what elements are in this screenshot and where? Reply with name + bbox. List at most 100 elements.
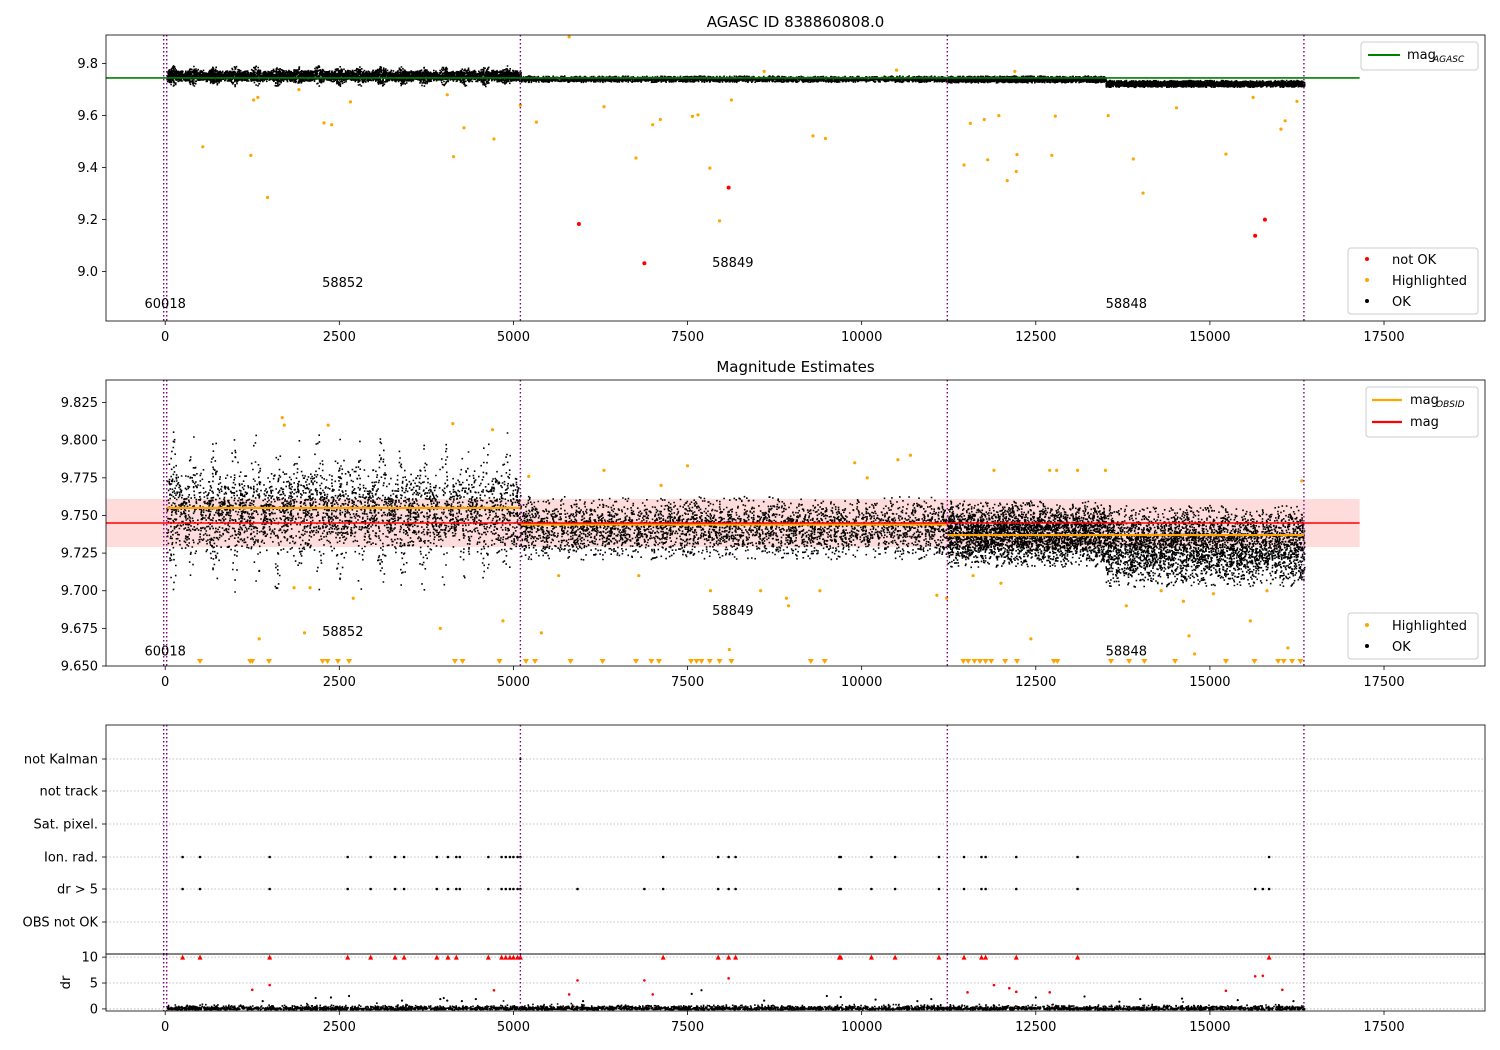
highlighted-point [292, 586, 296, 590]
dr-point [930, 997, 933, 1001]
highlighted-offscale-marker [688, 659, 695, 664]
dr5-flag-point [1076, 887, 1079, 891]
ion-rad-flag-point [487, 855, 490, 859]
dr5-flag-point [661, 887, 665, 891]
dr-clipped-marker [485, 954, 491, 960]
dr-clipped-marker [345, 954, 351, 960]
highlighted-point [992, 468, 996, 472]
ion-rad-flag-point [198, 855, 202, 859]
dr-clipped-marker [983, 954, 989, 960]
panel-flags: not Kalman not track Sat. pixel. Ion. rad. d… [23, 724, 1486, 955]
ion-rad-flag-point [504, 855, 508, 859]
highlighted-point [567, 35, 571, 39]
highlighted-point [1141, 191, 1145, 195]
highlighted-offscale-marker [982, 659, 989, 664]
not-ok-point [576, 222, 581, 227]
dr-point [1236, 999, 1239, 1002]
dr5-flag-point [512, 887, 515, 891]
legend-marker [1365, 278, 1369, 282]
obsid-label: 58852 [322, 276, 363, 291]
dr-point [1034, 996, 1037, 999]
legend-label: Highlighted [1392, 619, 1467, 634]
highlighted-point [908, 453, 913, 457]
highlighted-offscale-marker [988, 659, 995, 664]
y-tick-label: 9.650 [61, 660, 98, 675]
dr-clipped-marker [368, 954, 374, 960]
x-tick-label: 12500 [1015, 330, 1056, 345]
highlighted-point [282, 423, 286, 427]
flag-row-label: not track [39, 785, 98, 800]
y-tick-label: 9.775 [61, 471, 98, 486]
highlighted-point [1029, 637, 1033, 641]
x-tick-label: 2500 [323, 675, 356, 690]
highlighted-point [865, 476, 869, 480]
obsid-label: 58852 [322, 625, 363, 640]
x-tick-label: 17500 [1363, 675, 1404, 690]
ion-rad-flag-point [1076, 855, 1079, 859]
dr5-flag-point [508, 887, 512, 891]
highlighted-point [490, 428, 495, 432]
ion-rad-flag-point [893, 855, 897, 859]
dr-point [874, 998, 877, 1001]
dr5-flag-point [402, 887, 406, 891]
highlighted-point [451, 155, 456, 159]
dr-clipped-marker [936, 954, 942, 960]
not-ok-point [1262, 217, 1267, 222]
legend-line-label: mag [1407, 48, 1436, 63]
ion-rad-flag-point [268, 855, 271, 859]
highlighted-offscale-marker [334, 659, 341, 664]
highlighted-point [1159, 589, 1163, 593]
highlighted-point [962, 163, 966, 167]
highlighted-offscale-marker [716, 659, 723, 664]
legend-line-subscript: OBSID [1436, 400, 1465, 410]
dr5-flag-point [1253, 887, 1257, 891]
highlighted-point [708, 589, 713, 593]
x-tick-label: 10000 [841, 330, 882, 345]
highlighted-offscale-marker [265, 659, 272, 664]
highlighted-point [534, 120, 539, 124]
dr-clipped-marker [660, 954, 666, 960]
not-ok-point [642, 261, 647, 266]
dr-clipped-marker [838, 954, 844, 960]
highlighted-offscale-marker [1002, 659, 1009, 664]
highlighted-offscale-marker [977, 659, 984, 664]
highlighted-offscale-marker [324, 659, 331, 664]
dr-clipped-marker [401, 954, 407, 960]
highlighted-point [351, 596, 355, 600]
axes-frame [105, 34, 1486, 322]
legend-label: OK [1392, 640, 1411, 655]
axes-frame [105, 379, 1486, 667]
dr5-flag-point [516, 887, 519, 891]
dr-clipped-marker [1075, 954, 1081, 960]
dr5-flag-point [870, 887, 873, 891]
dr-clipped-marker [434, 954, 440, 960]
highlighted-point [658, 117, 662, 122]
dr-clipped-marker [503, 954, 509, 960]
x-tick-label: 5000 [497, 330, 530, 345]
y-tick-label: 9.825 [61, 396, 98, 411]
highlighted-point [1075, 468, 1080, 472]
legend-line-label: mag [1410, 415, 1439, 430]
dr-point [763, 999, 766, 1002]
dr-red-point [250, 988, 254, 992]
highlighted-point [1053, 114, 1057, 118]
highlighted-offscale-marker [567, 659, 574, 664]
highlighted-point [986, 158, 990, 162]
dr-clipped-marker [453, 954, 459, 960]
x-tick-label: 10000 [841, 675, 882, 690]
x-tick-label: 5000 [497, 675, 530, 690]
highlighted-offscale-marker [698, 659, 705, 664]
dr-clipped-marker [961, 954, 967, 960]
y-tick-label: 9.700 [61, 584, 98, 599]
chart-title: Magnitude Estimates [716, 358, 874, 376]
highlighted-offscale-marker [319, 659, 326, 664]
highlighted-offscale-marker [1141, 659, 1148, 664]
highlighted-point [1283, 119, 1287, 123]
dr5-flag-point [446, 887, 450, 891]
dr5-flag-point [937, 887, 941, 891]
ion-rad-flag-point [508, 855, 512, 859]
dr-point [439, 997, 442, 1001]
dr-clipped-marker [892, 954, 898, 960]
dr5-flag-point [487, 887, 490, 891]
